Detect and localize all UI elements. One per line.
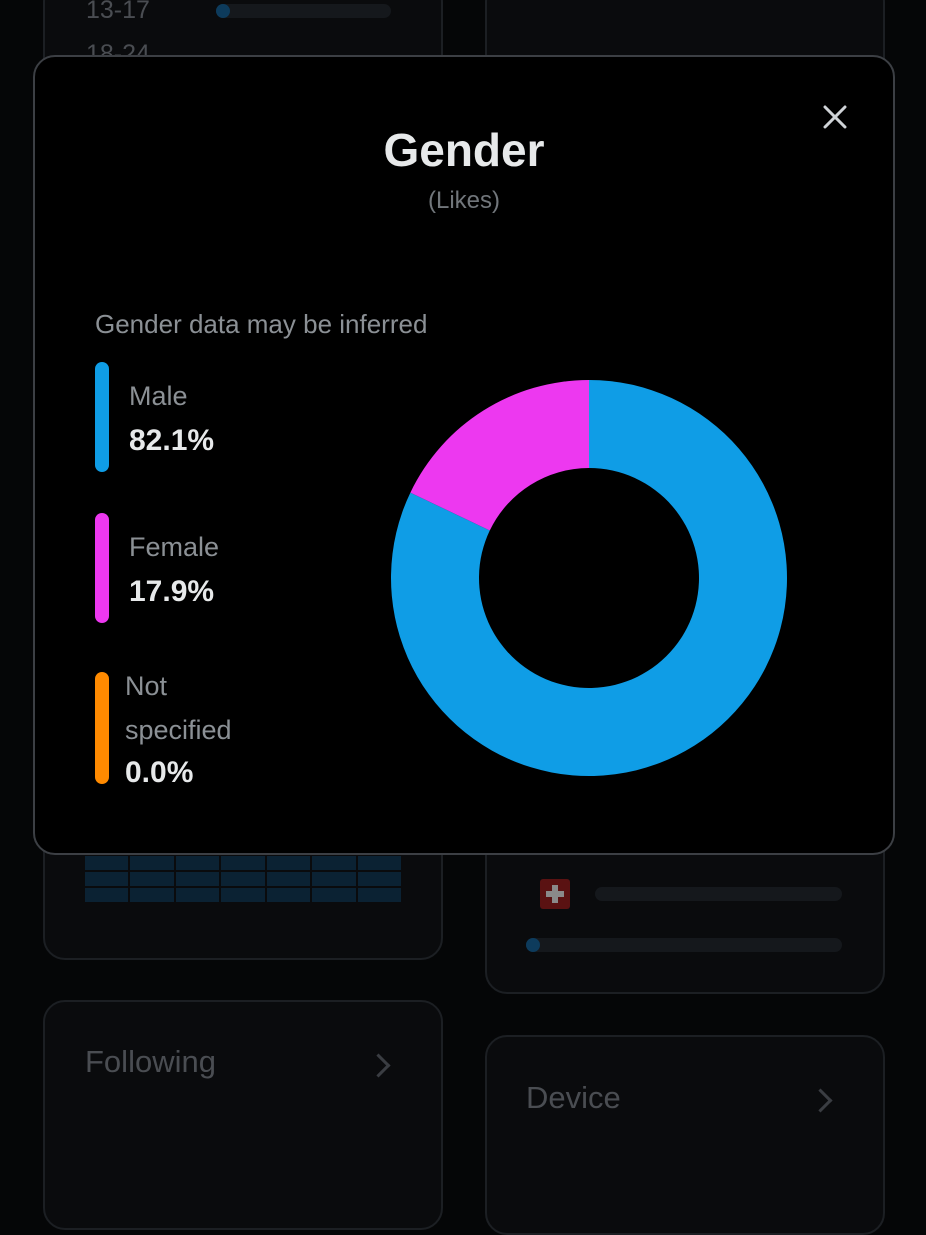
donut-slice-male <box>390 380 787 776</box>
age-bar-fill <box>216 4 230 18</box>
modal-title: Gender <box>383 124 545 176</box>
legend-label-female: Female <box>129 532 220 562</box>
legend-label-not-specified-2: specified <box>125 715 232 745</box>
device-card[interactable] <box>485 1035 885 1235</box>
legend-label-male: Male <box>129 381 188 411</box>
legend-swatch-female <box>95 513 109 623</box>
legend-value-not-specified: 0.0% <box>125 756 194 789</box>
country-bar-track-1 <box>595 887 842 901</box>
following-card[interactable] <box>43 1000 443 1230</box>
modal-subtitle: (Likes) <box>427 187 500 214</box>
legend-value-male: 82.1% <box>129 424 215 457</box>
following-label: Following <box>85 1044 216 1079</box>
heatmap <box>85 856 401 902</box>
donut-slice-female <box>410 380 589 531</box>
close-button[interactable] <box>815 97 855 137</box>
inferred-note: Gender data may be inferred <box>95 309 428 339</box>
gender-modal: Gender (Likes) Gender data may be inferr… <box>33 55 895 855</box>
age-label-13-17: 13-17 <box>86 0 150 24</box>
swiss-flag-icon <box>540 879 570 909</box>
legend-value-female: 17.9% <box>129 575 215 608</box>
legend-label-not-specified-1: Not <box>125 671 168 701</box>
country-bar-track-2 <box>526 938 842 952</box>
legend-swatch-male <box>95 362 109 472</box>
device-label: Device <box>526 1080 621 1115</box>
close-icon <box>823 105 847 129</box>
legend-swatch-not-specified <box>95 672 109 784</box>
gender-donut-chart <box>390 380 787 776</box>
age-bar-track <box>216 4 391 18</box>
country-bar-fill-2 <box>526 938 540 952</box>
